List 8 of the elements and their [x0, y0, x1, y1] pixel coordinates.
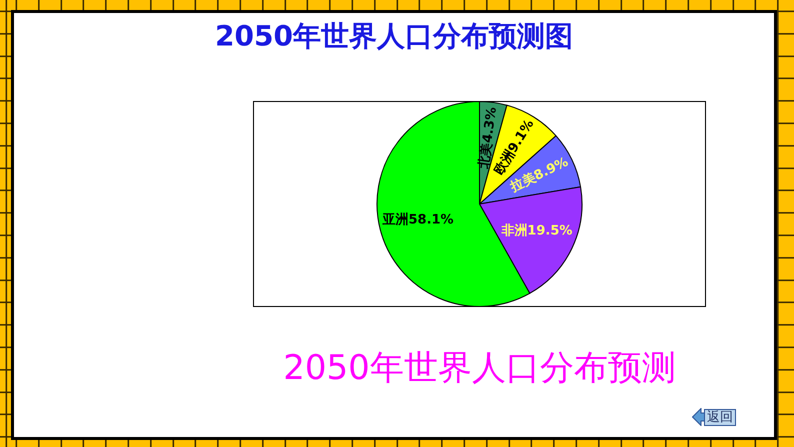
- data-label: 58.1%: [408, 212, 454, 228]
- slice-label: 亚洲: [381, 212, 408, 228]
- data-label: 4.3%: [480, 106, 500, 144]
- text: 返回: [704, 408, 736, 426]
- slice-label: 非洲: [500, 224, 528, 239]
- text: 2050年世界人口分布预测: [283, 348, 676, 388]
- data-label: 19.5%: [527, 224, 572, 239]
- chart-title: 2050年世界人口分布预测图: [215, 19, 573, 52]
